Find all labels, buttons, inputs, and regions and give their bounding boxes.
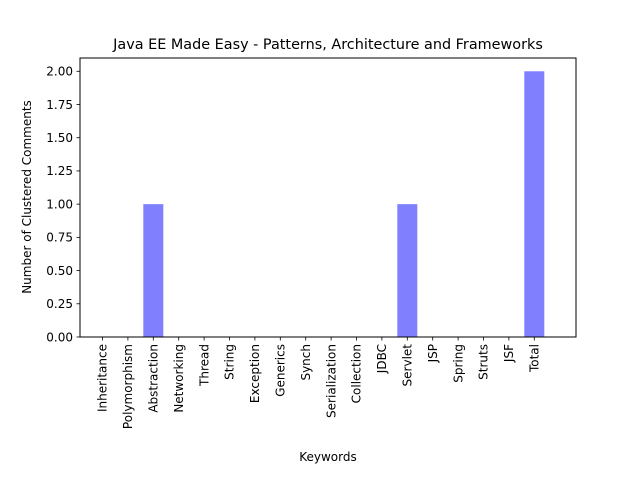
x-tick-label: JDBC xyxy=(375,344,389,374)
bar xyxy=(143,204,164,337)
bar xyxy=(524,71,545,338)
plot-area-frame xyxy=(79,57,577,338)
x-tick-label: Servlet xyxy=(401,344,415,387)
y-tick-label: 2.00 xyxy=(46,65,73,79)
x-axis-label: Keywords xyxy=(299,450,357,464)
y-tick-label: 1.50 xyxy=(46,131,73,145)
x-tick-label: Generics xyxy=(274,344,288,397)
x-tick-label: Polymorphism xyxy=(121,344,135,429)
x-tick-label: Exception xyxy=(248,344,262,403)
y-tick-label: 0.75 xyxy=(46,231,73,245)
x-tick-label: Struts xyxy=(477,344,491,380)
x-axis-ticks: Inheritance Polymorphism Abstraction Networ… xyxy=(96,337,542,429)
y-tick-label: 1.75 xyxy=(46,98,73,112)
x-tick-label: Serialization xyxy=(324,344,338,418)
y-tick-label: 1.25 xyxy=(46,164,73,178)
y-tick-label: 1.00 xyxy=(46,197,73,211)
x-tick-label: Abstraction xyxy=(147,344,161,413)
x-tick-label: JSF xyxy=(502,344,516,363)
x-tick-label: Total xyxy=(528,344,542,373)
y-tick-label: 0.25 xyxy=(46,297,73,311)
chart-title: Java EE Made Easy - Patterns, Architectu… xyxy=(112,37,543,53)
y-tick-label: 0.00 xyxy=(46,330,73,344)
x-tick-label: Synch xyxy=(299,344,313,381)
x-tick-label: Thread xyxy=(197,344,211,387)
x-tick-label: Networking xyxy=(172,344,186,413)
x-tick-label: Inheritance xyxy=(96,344,110,412)
y-tick-label: 0.50 xyxy=(46,264,73,278)
x-tick-label: Collection xyxy=(350,344,364,403)
bar xyxy=(397,204,418,337)
x-tick-label: String xyxy=(223,344,237,380)
bars-layer xyxy=(143,71,545,338)
x-tick-label: JSP xyxy=(426,344,440,363)
x-tick-label: Spring xyxy=(451,344,465,383)
y-axis-label: Number of Clustered Comments xyxy=(20,100,34,294)
y-axis-ticks: 0.00 0.25 0.50 0.75 1.00 1.25 1.50 1.75 2.00 xyxy=(46,65,80,344)
